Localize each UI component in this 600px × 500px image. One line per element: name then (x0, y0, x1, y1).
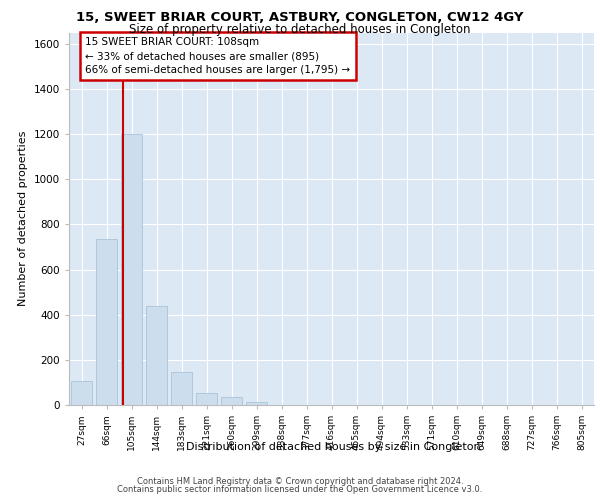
Bar (196, 392, 217, 405)
Text: Distribution of detached houses by size in Congleton: Distribution of detached houses by size … (185, 442, 481, 452)
Text: Size of property relative to detached houses in Congleton: Size of property relative to detached ho… (129, 22, 471, 36)
Bar (246, 402, 267, 405)
Bar (96, 239, 117, 405)
Bar (221, 397, 242, 405)
Bar (146, 306, 167, 405)
Text: Contains public sector information licensed under the Open Government Licence v3: Contains public sector information licen… (118, 484, 482, 494)
Bar (71, 382, 92, 405)
Bar (121, 134, 142, 405)
Bar (171, 372, 192, 405)
Text: Contains HM Land Registry data © Crown copyright and database right 2024.: Contains HM Land Registry data © Crown c… (137, 477, 463, 486)
Y-axis label: Number of detached properties: Number of detached properties (18, 131, 28, 306)
Text: 15 SWEET BRIAR COURT: 108sqm
← 33% of detached houses are smaller (895)
66% of s: 15 SWEET BRIAR COURT: 108sqm ← 33% of de… (85, 37, 350, 75)
Text: 15, SWEET BRIAR COURT, ASTBURY, CONGLETON, CW12 4GY: 15, SWEET BRIAR COURT, ASTBURY, CONGLETO… (76, 11, 524, 24)
